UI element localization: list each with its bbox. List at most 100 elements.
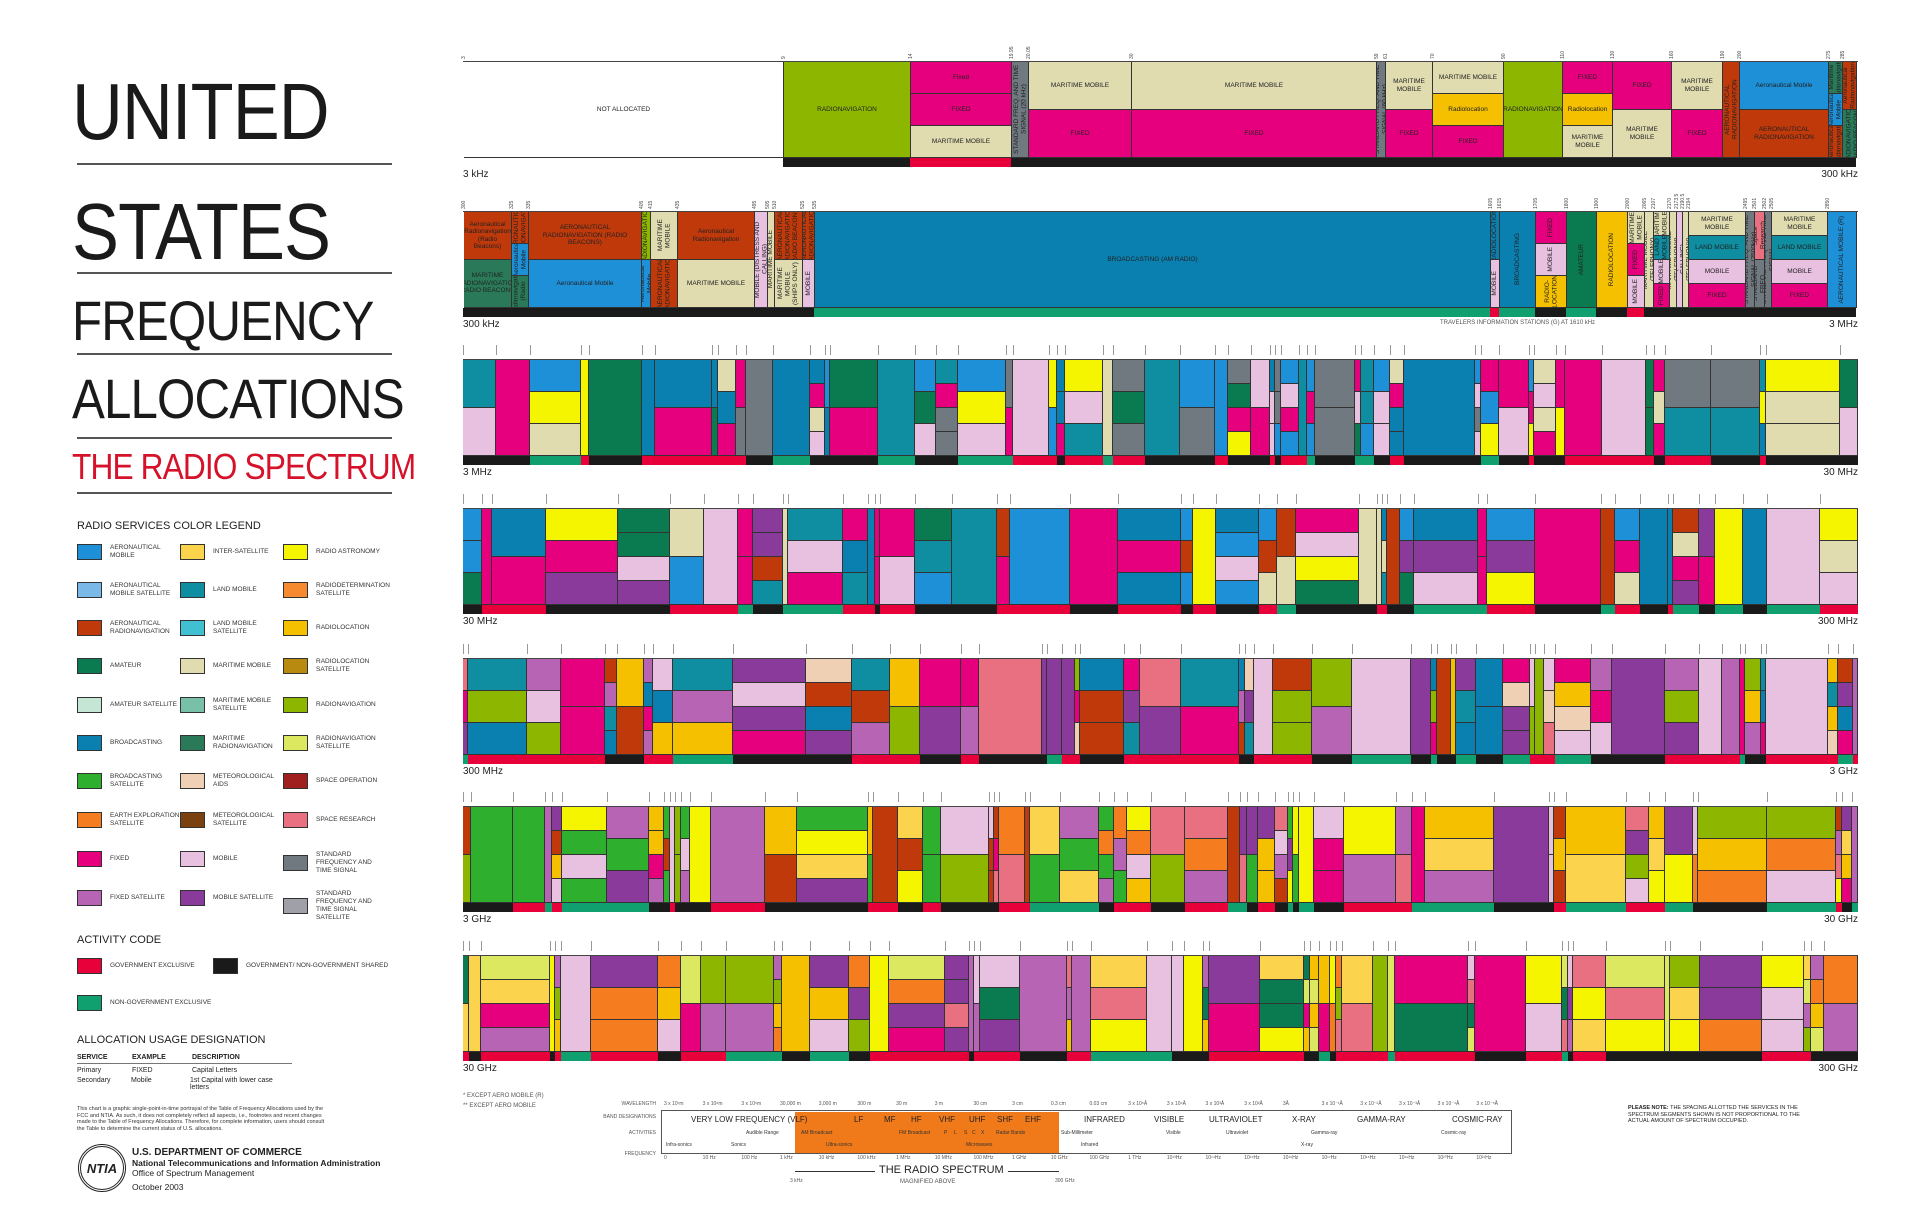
allocation-block[interactable] (1091, 956, 1147, 1052)
allocation-block[interactable] (492, 509, 546, 605)
allocation-block[interactable]: RADIOLOCATION MOBILE (1491, 212, 1500, 308)
allocation-block[interactable] (617, 659, 644, 755)
allocation-block[interactable] (994, 807, 999, 903)
allocation-block[interactable] (1260, 956, 1304, 1052)
allocation-block[interactable] (1277, 509, 1296, 605)
allocation-block[interactable] (1722, 659, 1740, 755)
allocation-block[interactable] (1049, 360, 1057, 456)
allocation-block[interactable] (1193, 509, 1216, 605)
allocation-block[interactable] (1382, 509, 1387, 605)
allocation-block[interactable] (1838, 659, 1853, 755)
allocation-block[interactable] (1640, 509, 1668, 605)
allocation-block[interactable] (1535, 509, 1601, 605)
allocation-block[interactable] (733, 659, 806, 755)
allocation-block[interactable] (1247, 807, 1258, 903)
allocation-block[interactable] (644, 659, 653, 755)
allocation-block[interactable]: MOBILE (DISTRESS AND CALLING) (1677, 212, 1683, 308)
allocation-block[interactable]: MARITIME MOBILE (TELEPHONY) (1645, 212, 1654, 308)
allocation-block[interactable] (1544, 659, 1555, 755)
allocation-block[interactable] (1185, 807, 1228, 903)
allocation-block[interactable] (1665, 360, 1711, 456)
allocation-block[interactable] (1565, 360, 1602, 456)
allocation-block[interactable] (1395, 956, 1468, 1052)
allocation-block[interactable] (1275, 360, 1281, 456)
allocation-block[interactable]: AERONAUTICAL RADIONAVIGATIONMOBILE (803, 212, 815, 308)
allocation-block[interactable] (581, 360, 589, 456)
allocation-block[interactable] (670, 509, 704, 605)
allocation-block[interactable]: FIXED Radiolocation MARITIME MOBILE (1563, 62, 1613, 158)
allocation-block[interactable] (1296, 509, 1359, 605)
allocation-block[interactable]: MARITIME MOBILE Radiolocation FIXED (1433, 62, 1504, 158)
allocation-block[interactable] (1203, 956, 1209, 1052)
allocation-block[interactable] (1124, 659, 1140, 755)
allocation-block[interactable] (718, 360, 736, 456)
allocation-block[interactable]: STANDARD FREQ. AND TIME SIGNAL (1765, 212, 1772, 308)
allocation-block[interactable] (1698, 807, 1767, 903)
allocation-block[interactable] (1114, 807, 1127, 903)
allocation-block[interactable] (1715, 509, 1743, 605)
allocation-block[interactable] (945, 956, 969, 1052)
allocation-block[interactable] (1475, 956, 1526, 1052)
allocation-block[interactable] (712, 360, 718, 456)
allocation-block[interactable] (482, 509, 492, 605)
allocation-block[interactable] (1412, 807, 1425, 903)
allocation-block[interactable] (1387, 509, 1400, 605)
allocation-block[interactable] (463, 360, 496, 456)
allocation-block[interactable] (753, 509, 783, 605)
allocation-block[interactable] (1374, 360, 1390, 456)
allocation-block[interactable] (607, 807, 649, 903)
allocation-block[interactable] (783, 509, 788, 605)
allocation-block[interactable] (810, 956, 849, 1052)
allocation-block[interactable] (1693, 807, 1698, 903)
allocation-block[interactable] (1804, 956, 1811, 1052)
allocation-block[interactable] (1767, 807, 1836, 903)
allocation-block[interactable] (1612, 659, 1665, 755)
allocation-block[interactable] (1299, 360, 1307, 456)
allocation-block[interactable] (1006, 360, 1013, 456)
allocation-block[interactable] (463, 956, 469, 1052)
allocation-block[interactable] (980, 956, 1020, 1052)
allocation-block[interactable] (941, 807, 989, 903)
allocation-block[interactable] (1062, 659, 1075, 755)
allocation-block[interactable]: MARITIME MOBILE (TELEPHONY) (1683, 212, 1689, 308)
allocation-block[interactable] (1259, 509, 1277, 605)
allocation-block[interactable] (1113, 360, 1145, 456)
allocation-block[interactable] (664, 807, 670, 903)
allocation-block[interactable]: MARITIME MOBILE FIXED (1029, 62, 1132, 158)
allocation-block[interactable] (704, 509, 738, 605)
allocation-block[interactable] (868, 807, 873, 903)
allocation-block[interactable] (1699, 659, 1722, 755)
allocation-block[interactable] (825, 360, 830, 456)
allocation-block[interactable] (1654, 360, 1665, 456)
allocation-block[interactable]: MARITIME MOBILE LAND MOBILE MOBILE FIXED (1772, 212, 1828, 308)
allocation-block[interactable] (1072, 956, 1091, 1052)
allocation-block[interactable] (1853, 659, 1858, 755)
allocation-block[interactable] (726, 956, 774, 1052)
allocation-block[interactable] (1118, 509, 1181, 605)
allocation-block[interactable]: BROADCASTING (AM RADIO) (815, 212, 1491, 308)
allocation-block[interactable] (701, 956, 726, 1052)
allocation-block[interactable] (936, 360, 958, 456)
allocation-block[interactable] (852, 659, 890, 755)
allocation-block[interactable]: AERONAUTICAL RADIONAVIGATION Aeronautical… (512, 212, 529, 308)
allocation-block[interactable] (1304, 956, 1310, 1052)
allocation-block[interactable] (1151, 807, 1185, 903)
allocation-block[interactable]: RADIOLOCATION (1597, 212, 1628, 308)
allocation-block[interactable] (658, 956, 681, 1052)
allocation-block[interactable] (1180, 360, 1215, 456)
allocation-block[interactable]: NOT ALLOCATED (464, 62, 784, 158)
allocation-block[interactable] (1534, 360, 1556, 456)
allocation-block[interactable] (1288, 807, 1293, 903)
allocation-block[interactable] (1842, 807, 1852, 903)
allocation-block[interactable] (898, 807, 923, 903)
allocation-block[interactable] (1437, 659, 1451, 755)
allocation-block[interactable] (870, 956, 889, 1052)
allocation-block[interactable] (690, 807, 711, 903)
allocation-block[interactable] (496, 360, 530, 456)
allocation-block[interactable] (797, 807, 868, 903)
allocation-block[interactable] (1526, 956, 1562, 1052)
allocation-block[interactable] (1411, 659, 1431, 755)
allocation-block[interactable] (989, 807, 994, 903)
allocation-block[interactable]: STANDARD FREQ. AND TIME SIGNAL (2500kHz) (1746, 212, 1755, 308)
